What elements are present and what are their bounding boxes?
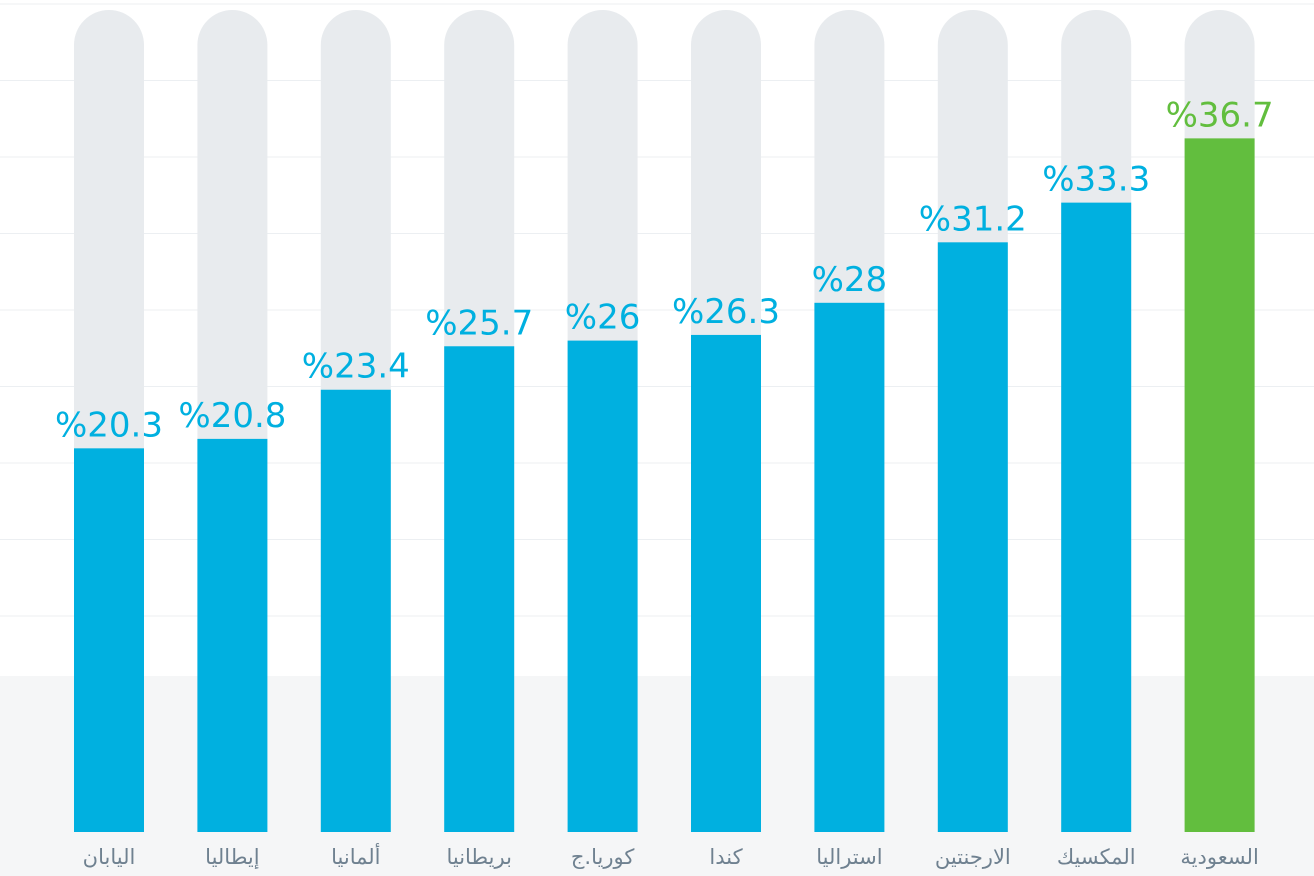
category-label: كوريا.ج xyxy=(571,845,634,870)
bar xyxy=(567,340,638,832)
value-label: %20.8 xyxy=(178,396,286,436)
bar xyxy=(691,334,761,832)
value-label: %26 xyxy=(565,298,641,338)
value-label: %33.3 xyxy=(1042,160,1150,200)
value-label: %25.7 xyxy=(425,303,533,343)
category-label: المكسيك xyxy=(1057,845,1136,869)
value-label: %28 xyxy=(812,260,888,300)
bar xyxy=(444,346,515,832)
category-label: بريطانيا xyxy=(446,845,511,869)
bar xyxy=(74,448,144,832)
value-label: %36.7 xyxy=(1166,95,1274,135)
category-label: كندا xyxy=(709,845,742,869)
category-label: ألمانيا xyxy=(331,843,380,869)
category-label: السعودية xyxy=(1180,845,1258,869)
value-label: %26.3 xyxy=(672,292,780,332)
bar xyxy=(1061,202,1132,832)
bar xyxy=(814,302,885,832)
value-label: %31.2 xyxy=(919,199,1027,239)
bar xyxy=(197,438,268,832)
value-label: %23.4 xyxy=(302,347,410,387)
bar xyxy=(937,242,1008,832)
value-label: %20.3 xyxy=(55,405,163,445)
bar xyxy=(320,389,391,832)
category-label: الارجنتين xyxy=(935,845,1011,869)
category-label: اليابان xyxy=(83,845,136,869)
bar xyxy=(1184,138,1255,832)
category-label: استراليا xyxy=(816,845,882,869)
category-label: إيطاليا xyxy=(205,845,259,870)
